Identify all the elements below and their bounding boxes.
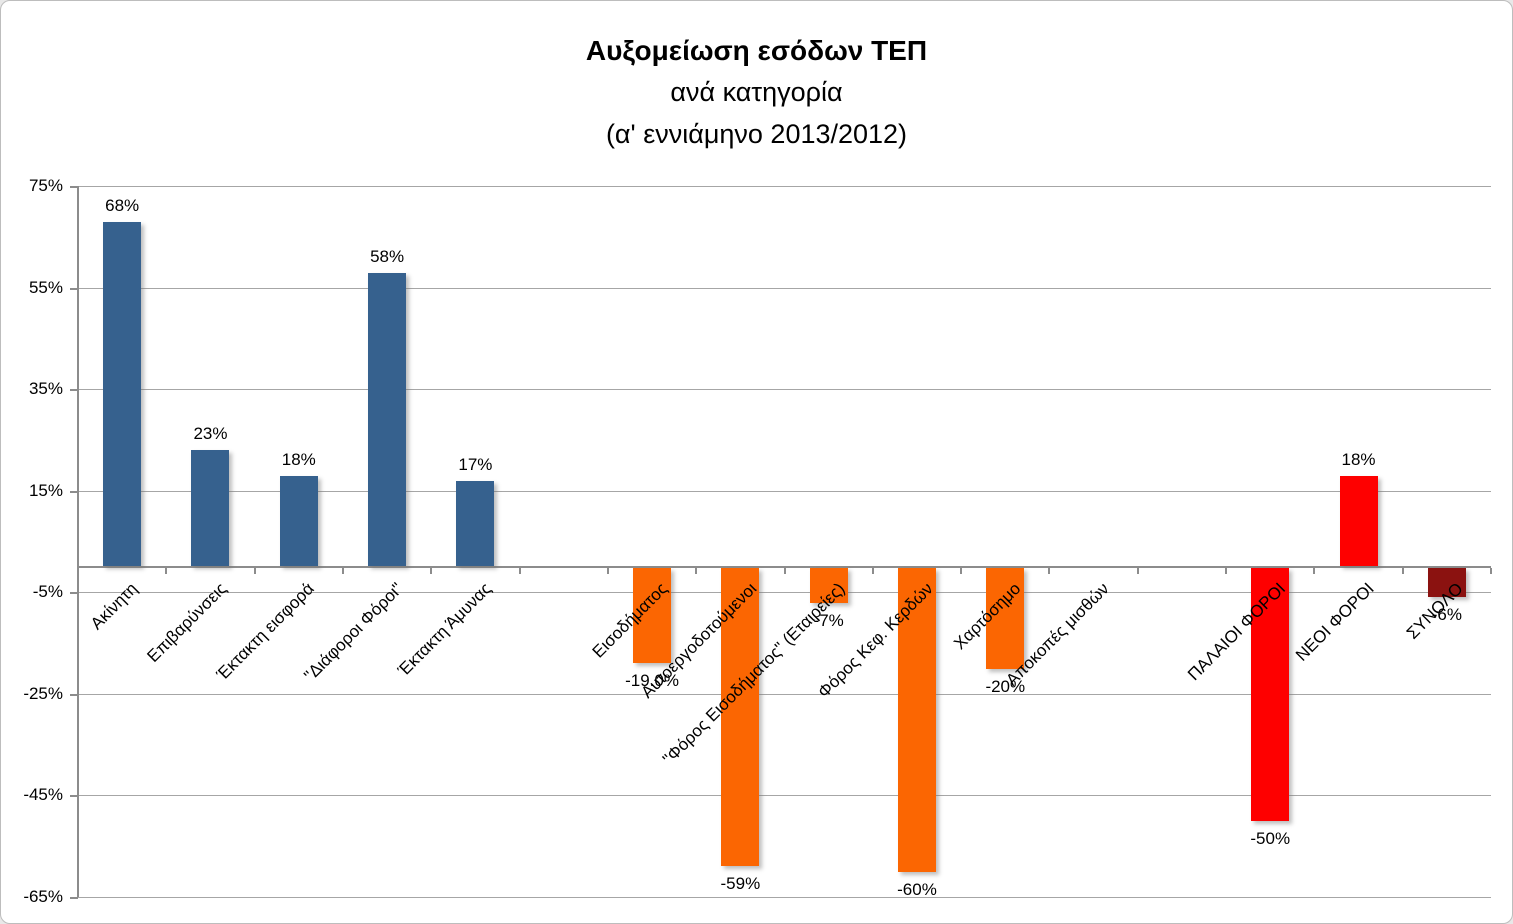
x-axis-tick-mark: [695, 568, 698, 574]
x-axis-tick-mark: [430, 568, 433, 574]
bar: [1427, 568, 1466, 598]
y-axis-tick-mark: [70, 490, 78, 493]
x-axis-tick-mark: [1048, 568, 1051, 574]
bar-value-label: 58%: [370, 246, 405, 266]
bar: [721, 568, 760, 867]
y-axis-tick-label: -5%: [32, 582, 63, 602]
gridline: [78, 490, 1491, 492]
y-axis-tick-mark: [70, 795, 78, 798]
y-axis-tick-label: -65%: [23, 886, 63, 906]
bar-value-label: 18%: [281, 449, 316, 469]
bar-value-label: -59%: [720, 874, 761, 894]
gridline: [78, 896, 1491, 898]
bar: [633, 568, 672, 664]
bar-value-label: -7%: [813, 610, 844, 630]
category-label: Έκτακτη Άμυνας: [394, 579, 495, 680]
y-axis-tick-mark: [70, 186, 78, 189]
y-axis-tick-label: 55%: [28, 277, 63, 297]
x-axis-tick-mark: [165, 568, 168, 574]
bar-value-label: -6%: [1431, 605, 1462, 625]
gridline: [78, 795, 1491, 797]
bar-value-label: -19.0%: [625, 671, 679, 691]
gridline: [78, 287, 1491, 289]
y-axis-tick-label: 35%: [28, 379, 63, 399]
bar: [897, 568, 936, 872]
y-axis-tick-mark: [70, 693, 78, 696]
bar-value-label: -50%: [1250, 828, 1291, 848]
bar: [456, 480, 495, 566]
x-axis-tick-mark: [1313, 568, 1316, 574]
bar: [1251, 568, 1290, 821]
y-axis-tick-mark: [70, 287, 78, 290]
gridline: [78, 389, 1491, 391]
bar: [368, 272, 407, 566]
y-axis-line: [77, 186, 79, 897]
bar: [103, 221, 142, 566]
bar-value-label: 17%: [458, 454, 493, 474]
bar-value-label: 23%: [193, 424, 228, 444]
bar: [809, 568, 848, 603]
x-axis-line: [78, 566, 1491, 568]
chart-title-line-2: ανά κατηγορία: [670, 77, 843, 108]
x-axis-tick-mark: [518, 568, 521, 574]
bar-value-label: 18%: [1341, 449, 1376, 469]
x-axis-tick-mark: [783, 568, 786, 574]
chart-title-line-3: (α' εννιάμηνο 2013/2012): [605, 119, 908, 150]
x-axis-tick-mark: [1490, 568, 1492, 574]
bar: [279, 475, 318, 566]
x-axis-tick-mark: [253, 568, 256, 574]
x-axis-tick-mark: [341, 568, 344, 574]
category-label: Ακίνητη: [87, 579, 142, 634]
gridline: [78, 592, 1491, 594]
chart-title-line-1: Αυξομείωση εσόδων ΤΕΠ: [585, 35, 928, 66]
y-axis-tick-mark: [70, 896, 78, 899]
gridline: [78, 693, 1491, 695]
bar: [191, 450, 230, 566]
x-axis-tick-mark: [1136, 568, 1139, 574]
x-axis-tick-mark: [77, 568, 79, 574]
x-axis-tick-mark: [960, 568, 963, 574]
bar: [1339, 475, 1378, 566]
x-axis-tick-mark: [1401, 568, 1404, 574]
gridline: [78, 186, 1491, 188]
y-axis-tick-mark: [70, 592, 78, 595]
y-axis-tick-label: 75%: [28, 176, 63, 196]
y-axis-tick-label: -45%: [23, 785, 63, 805]
chart-title: Αυξομείωση εσόδων ΤΕΠ ανά κατηγορία (α' …: [1, 29, 1512, 156]
bar-value-label: -60%: [897, 879, 937, 899]
bar-value-label: -20%: [985, 676, 1026, 696]
y-axis-tick-label: -25%: [23, 683, 63, 703]
y-axis-tick-mark: [70, 389, 78, 392]
x-axis-tick-mark: [871, 568, 874, 574]
x-axis-tick-mark: [1225, 568, 1228, 574]
bar-value-label: 68%: [105, 195, 140, 215]
y-axis-tick-label: 15%: [28, 480, 63, 500]
x-axis-tick-mark: [606, 568, 609, 574]
bar: [986, 568, 1025, 669]
